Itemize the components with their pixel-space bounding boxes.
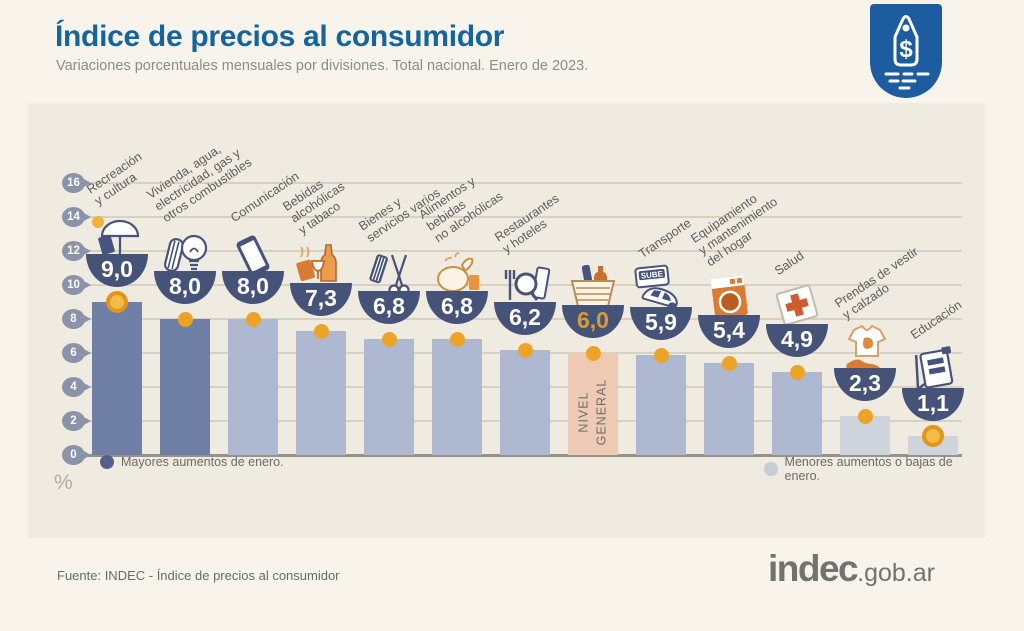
- value-bubble: 8,0: [222, 271, 284, 304]
- marker-dot: [381, 331, 397, 347]
- value-bubble: 5,9: [630, 307, 692, 340]
- value-bubble: 5,4: [698, 315, 760, 348]
- grocery-basket-icon: [565, 261, 621, 313]
- marker-dot: [313, 323, 329, 339]
- cutlery-icon: [497, 258, 553, 310]
- indec-logo: indec.gob.ar: [768, 548, 935, 590]
- value-bubble: 8,0: [154, 271, 216, 304]
- tshirt-shoe-icon: [837, 324, 893, 376]
- legend-dot-dark: [100, 455, 114, 469]
- lightbulb-icon: [157, 227, 213, 279]
- marker-dot: [449, 331, 465, 347]
- bar-6: [432, 339, 482, 455]
- value-bubble: 9,0: [86, 254, 148, 287]
- bar-3: [228, 319, 278, 455]
- indec-logo-suffix: .gob.ar: [857, 559, 935, 587]
- marker-dot: [177, 311, 193, 327]
- marker-coin: [106, 291, 128, 313]
- marker-dot: [721, 355, 737, 371]
- value-bubble: 7,3: [290, 283, 352, 316]
- category-label: Salud: [772, 248, 807, 278]
- legend-menores-label: Menores aumentos o bajas de enero.: [784, 455, 953, 483]
- umbrella-sun-icon: [89, 210, 145, 262]
- gridline: [84, 182, 962, 184]
- gridline: [84, 250, 962, 252]
- bar-11: [772, 372, 822, 455]
- bar-10: [704, 363, 754, 455]
- y-axis-unit: %: [54, 471, 73, 494]
- gridline: [84, 216, 962, 218]
- bar-4: [296, 331, 346, 455]
- legend-mayores-label: Mayores aumentos de enero.: [121, 455, 284, 469]
- page-title: Índice de precios al consumidor: [55, 20, 505, 53]
- gridline: [84, 454, 962, 457]
- y-axis-tick: 14: [62, 207, 91, 227]
- legend-menores: Menores aumentos o bajas de enero.: [764, 455, 985, 483]
- marker-dot: [857, 408, 873, 424]
- nivel-general-label: NIVEL GENERAL: [576, 378, 609, 446]
- marker-coin: [922, 425, 944, 447]
- page-subtitle: Variaciones porcentuales mensuales por d…: [56, 58, 589, 74]
- svg-text:$: $: [899, 36, 913, 63]
- smartphone-icon: [225, 227, 281, 279]
- y-axis-tick: 2: [62, 411, 91, 431]
- y-axis-tick: 10: [62, 275, 91, 295]
- marker-dot: [517, 342, 533, 358]
- bar-2: [160, 319, 210, 455]
- y-axis-tick: 4: [62, 377, 91, 397]
- chart-panel: % Mayores aumentos de enero. Menores aum…: [28, 103, 985, 538]
- y-axis-tick: 12: [62, 241, 91, 261]
- marker-dot: [585, 345, 601, 361]
- notebook-pencil-icon: [905, 344, 961, 396]
- marker-dot: [789, 364, 805, 380]
- legend-dot-light: [764, 462, 778, 476]
- legend-mayores: Mayores aumentos de enero.: [100, 455, 284, 469]
- bar-5: [364, 339, 414, 455]
- category-label: Transporte: [636, 215, 694, 261]
- category-label: Recreación y cultura: [84, 149, 145, 208]
- y-axis-tick: 8: [62, 309, 91, 329]
- value-bubble: 6,0: [562, 305, 624, 338]
- drinks-tobacco-icon: [293, 239, 349, 291]
- marker-dot: [245, 311, 261, 327]
- price-tag-icon: $: [870, 4, 942, 98]
- bar-8: [568, 353, 618, 455]
- indec-logo-main: indec: [768, 548, 859, 589]
- marker-dot: [653, 347, 669, 363]
- bar-7: [500, 350, 550, 455]
- medical-cross-icon: [769, 280, 825, 332]
- y-axis-tick: 6: [62, 343, 91, 363]
- value-bubble: 6,2: [494, 302, 556, 335]
- value-bubble: 2,3: [834, 368, 896, 401]
- bar-9: [636, 355, 686, 455]
- category-label: Equipamiento y mantenimiento del hogar: [688, 191, 781, 269]
- bar-1: [92, 302, 142, 455]
- y-axis-tick: 16: [62, 173, 91, 193]
- value-bubble: 1,1: [902, 388, 964, 421]
- y-axis-tick: 0: [62, 445, 91, 465]
- svg-text:SUBE: SUBE: [640, 269, 664, 280]
- washing-machine-icon: [701, 271, 757, 323]
- source-note: Fuente: INDEC - Índice de precios al con…: [57, 568, 340, 583]
